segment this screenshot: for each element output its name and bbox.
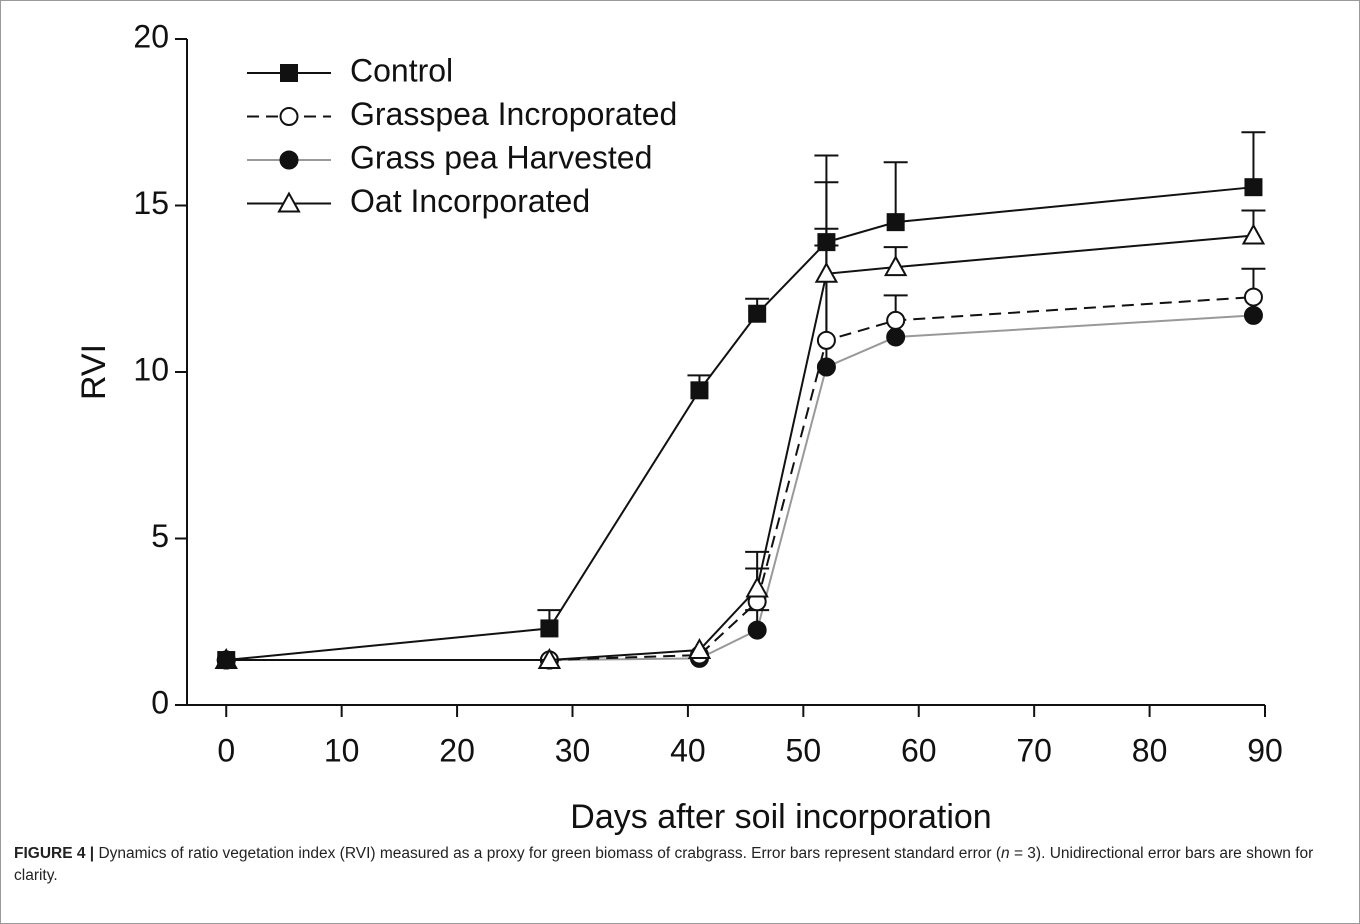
marker — [1244, 178, 1263, 197]
x-tick-label: 0 — [217, 732, 235, 768]
marker — [816, 357, 836, 377]
chart: Days after soil incorporation RVI 0 5 10 15… — [75, 18, 1283, 836]
caption-text: Dynamics of ratio vegetation index (RVI)… — [98, 845, 1002, 862]
legend-label: Grasspea Incroporated — [350, 96, 677, 132]
marker — [883, 255, 908, 277]
marker — [816, 330, 836, 350]
y-tick-label: 5 — [151, 518, 169, 554]
series-line — [226, 186, 1254, 662]
error-bar — [883, 161, 908, 223]
x-tick-label: 60 — [901, 732, 937, 768]
error-bar — [1241, 131, 1266, 188]
x-tick-label: 20 — [439, 732, 475, 768]
marker — [537, 647, 562, 670]
marker — [748, 304, 767, 323]
x-axis-title: Days after soil incorporation — [570, 798, 991, 836]
caption-label: FIGURE 4 | — [14, 845, 95, 862]
y-tick-label: 10 — [133, 351, 169, 387]
marker — [817, 233, 836, 252]
caption: FIGURE 4 | Dynamics of ratio vegetation … — [14, 843, 1344, 887]
marker — [279, 150, 299, 170]
y-axis-title: RVI — [75, 344, 113, 400]
legend-label: Grass pea Harvested — [350, 139, 652, 175]
x-tick-label: 90 — [1247, 732, 1283, 768]
marker — [1243, 305, 1263, 325]
y-tick-label: 15 — [133, 185, 169, 221]
x-tick-label: 80 — [1132, 732, 1168, 768]
marker — [280, 64, 298, 82]
marker — [1243, 287, 1263, 307]
error-bar — [814, 154, 839, 243]
marker — [886, 310, 906, 330]
marker — [690, 381, 709, 400]
x-tick-label: 40 — [670, 732, 706, 768]
x-tick-label: 30 — [555, 732, 591, 768]
legend-label: Control — [350, 52, 453, 88]
marker — [745, 576, 769, 598]
marker — [1241, 223, 1266, 245]
marker — [540, 619, 559, 638]
y-tick-label: 0 — [151, 684, 169, 720]
x-tick-label: 70 — [1016, 732, 1052, 768]
marker — [886, 213, 905, 232]
y-tick-label: 20 — [133, 18, 169, 54]
legend-label: Oat Incorporated — [350, 183, 590, 219]
marker — [886, 327, 906, 347]
marker — [747, 620, 767, 640]
marker — [279, 107, 299, 126]
caption-italic: n — [1001, 845, 1010, 862]
marker — [277, 191, 301, 213]
series-line — [226, 234, 1254, 662]
x-tick-label: 10 — [324, 732, 360, 768]
x-tick-label: 50 — [786, 732, 822, 768]
marker — [687, 637, 712, 660]
marker — [814, 261, 839, 283]
marker — [217, 651, 236, 670]
caption-text: = 3). Unidirectional error bars are show… — [14, 845, 1314, 884]
